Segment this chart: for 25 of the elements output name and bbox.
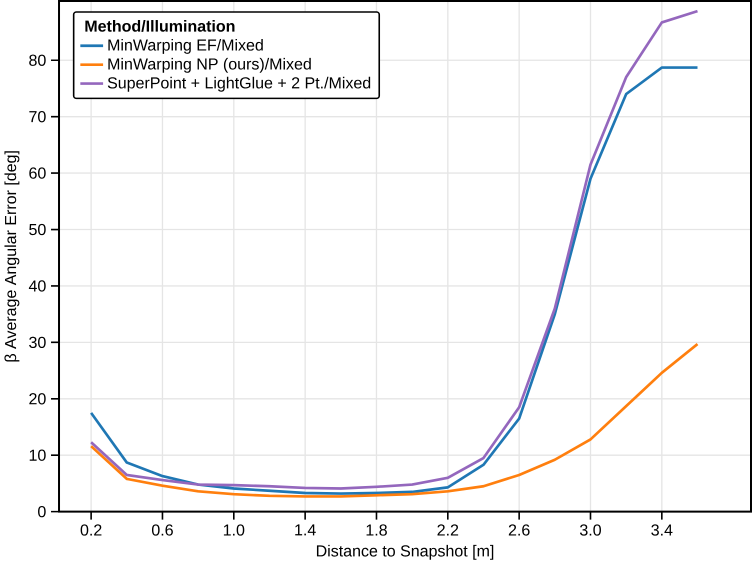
y-tick-label: 0 (38, 506, 46, 518)
x-tick-label: 0.6 (152, 524, 173, 536)
legend-label: MinWarping EF/Mixed (108, 38, 263, 54)
x-tick-label: 1.0 (224, 524, 244, 536)
legend-title: Method/Illumination (85, 20, 234, 32)
x-tick-label: 1.4 (295, 524, 316, 536)
x-axis-title: Distance to Snapshot [m] (316, 544, 494, 560)
x-tick-label: 3.4 (651, 524, 672, 536)
x-tick-label: 3.0 (580, 524, 601, 536)
y-axis-title: β Average Angular Error [deg] (4, 151, 20, 362)
y-tick-label: 50 (29, 224, 46, 236)
x-tick-label: 2.2 (437, 524, 458, 536)
line-series (90, 342, 699, 498)
y-tick-label: 60 (29, 167, 46, 179)
legend-label: SuperPoint + LightGlue + 2 Pt./Mixed (108, 76, 370, 92)
legend-label: MinWarping NP (ours)/Mixed (108, 58, 311, 73)
y-tick-label: 40 (28, 280, 46, 292)
y-tick-label: 10 (30, 449, 46, 461)
y-tick-label: 70 (29, 110, 46, 122)
x-tick-label: 1.8 (366, 524, 387, 536)
x-tick-label: 0.2 (80, 524, 102, 536)
y-tick-label: 30 (29, 336, 46, 348)
y-tick-label: 80 (29, 54, 46, 66)
x-tick-label: 2.6 (508, 524, 530, 536)
y-tick-label: 20 (29, 393, 46, 404)
